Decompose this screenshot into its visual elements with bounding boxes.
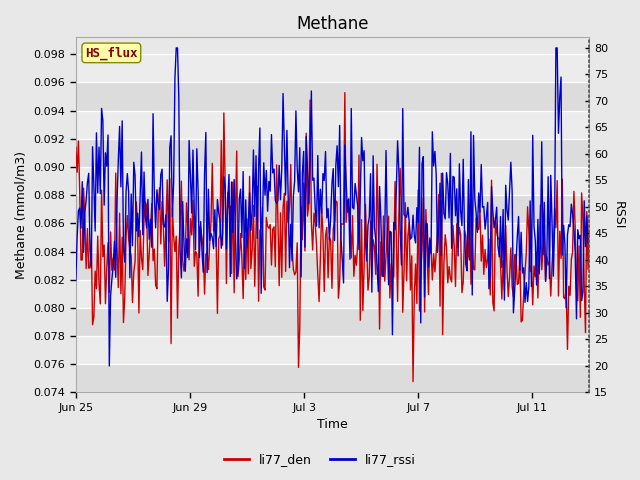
Bar (76, 280, 589, 308)
Bar (76, 139, 589, 167)
Bar (76, 110, 589, 139)
Bar (76, 252, 589, 280)
Title: Methane: Methane (296, 15, 369, 33)
Bar (76, 83, 589, 110)
Y-axis label: RSSI: RSSI (612, 201, 625, 229)
Bar (76, 223, 589, 252)
Bar (76, 167, 589, 195)
Bar (76, 364, 589, 393)
Bar (76, 336, 589, 364)
Bar (76, 308, 589, 336)
Text: HS_flux: HS_flux (85, 46, 138, 60)
Bar (76, 54, 589, 83)
X-axis label: Time: Time (317, 419, 348, 432)
Legend: li77_den, li77_rssi: li77_den, li77_rssi (219, 448, 421, 471)
Bar (76, 195, 589, 223)
Y-axis label: Methane (mmol/m3): Methane (mmol/m3) (15, 151, 28, 279)
